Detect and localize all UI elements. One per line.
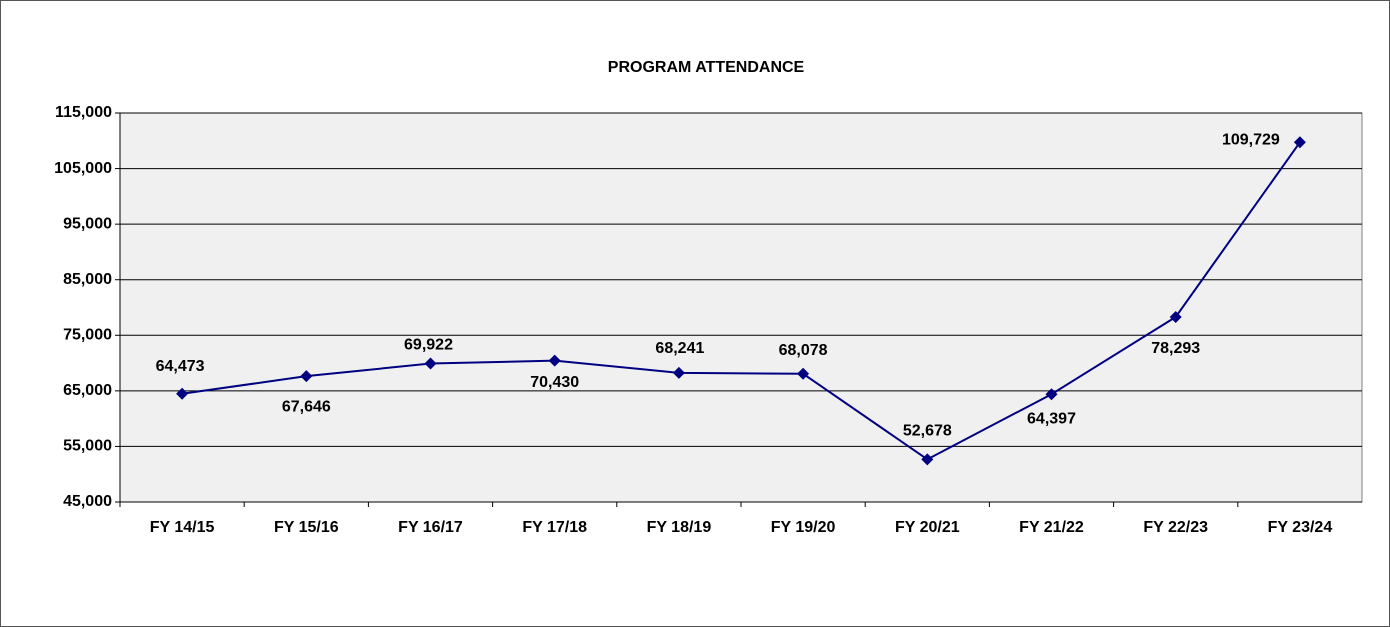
y-tick-label: 115,000 (55, 104, 112, 121)
marker (672, 366, 685, 379)
series-line (181, 141, 1301, 461)
x-tick-label: FY 18/19 (647, 519, 712, 536)
plot-area (119, 112, 1363, 503)
data-label: 64,473 (156, 358, 205, 375)
x-tick-label: FY 17/18 (522, 519, 587, 536)
data-label: 109,729 (1222, 132, 1280, 149)
y-tick-label: 95,000 (63, 215, 112, 232)
marker (1169, 310, 1182, 323)
x-tick-label: FY 23/24 (1268, 519, 1333, 536)
x-tick-label: FY 20/21 (895, 519, 960, 536)
marker (1045, 388, 1058, 401)
y-tick-label: 55,000 (63, 438, 112, 455)
y-tick-label: 85,000 (63, 271, 112, 288)
x-tick-label: FY 22/23 (1143, 519, 1208, 536)
data-label: 52,678 (903, 423, 952, 440)
marker (921, 453, 934, 466)
chart-title: PROGRAM ATTENDANCE (608, 59, 805, 76)
y-tick-label: 45,000 (63, 493, 112, 510)
data-label: 68,078 (779, 342, 828, 359)
y-tick-label: 75,000 (63, 327, 112, 344)
data-label: 69,922 (404, 337, 453, 354)
data-label: 68,241 (655, 340, 704, 357)
marker (424, 357, 437, 370)
y-tick-label: 65,000 (63, 382, 112, 399)
y-tick-label: 105,000 (54, 160, 112, 177)
data-label: 64,397 (1027, 410, 1076, 427)
marker (797, 367, 810, 380)
x-tick-label: FY 16/17 (398, 519, 463, 536)
x-tick-label: FY 14/15 (150, 519, 215, 536)
marker (548, 354, 561, 367)
marker (1293, 136, 1306, 149)
data-label: 70,430 (530, 374, 579, 391)
data-label: 67,646 (282, 398, 331, 415)
x-tick-label: FY 19/20 (771, 519, 836, 536)
x-tick-label: FY 21/22 (1019, 519, 1084, 536)
marker (300, 370, 313, 383)
data-label: 78,293 (1151, 340, 1200, 357)
x-tick-label: FY 15/16 (274, 519, 339, 536)
marker (176, 387, 189, 400)
